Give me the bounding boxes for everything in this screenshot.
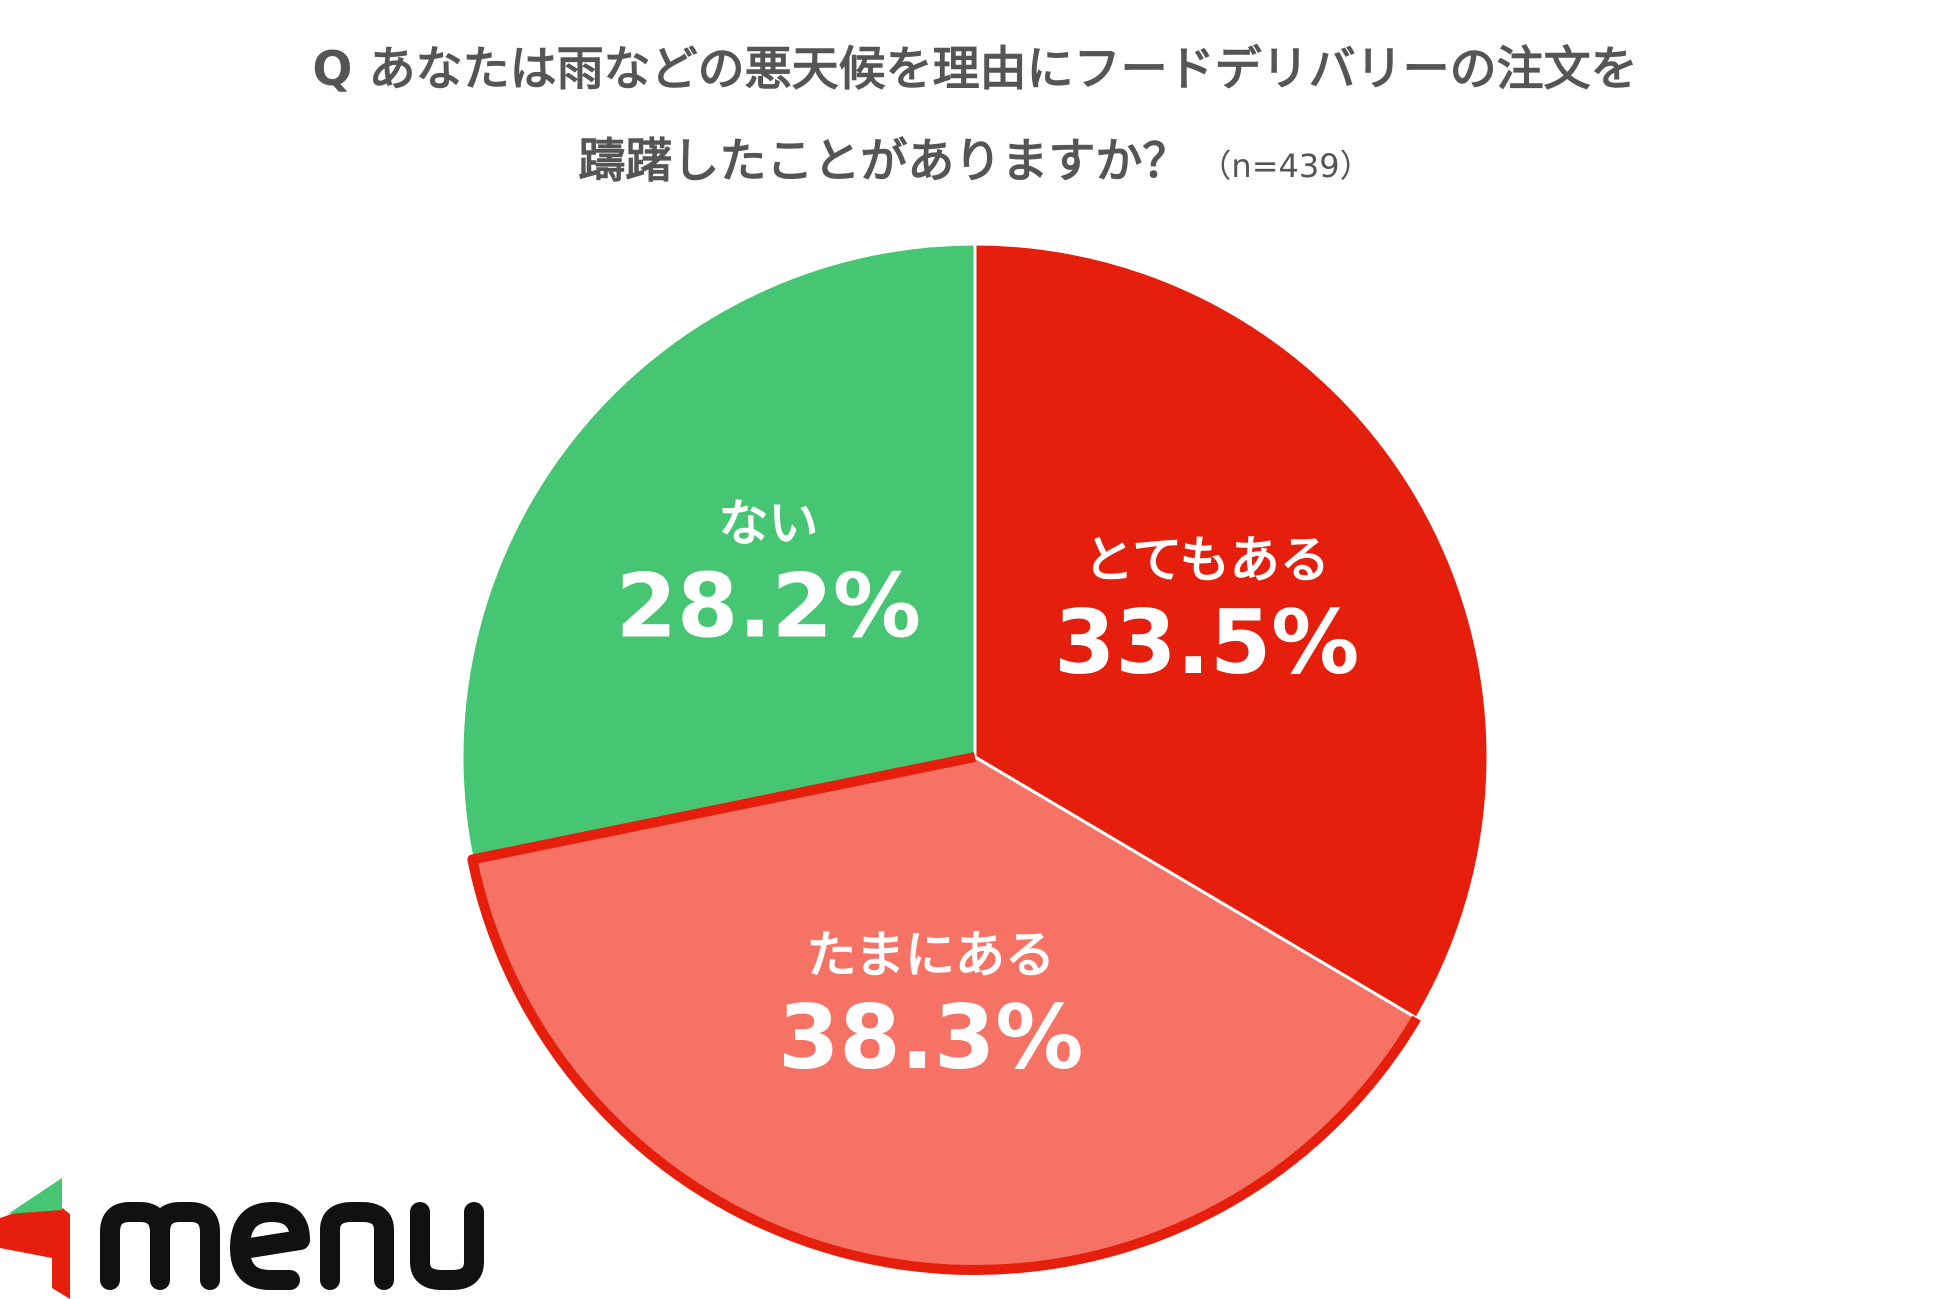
chart-title-line2: 躊躇したことがありますか？ （n=439） — [0, 132, 1950, 196]
chart-title-line1: Q あなたは雨などの悪天候を理由にフードデリバリーの注文を — [312, 42, 1638, 97]
slice-category-label: ない — [718, 494, 818, 552]
slice-value-label: 38.3% — [778, 986, 1083, 1089]
sample-size-label: （n=439） — [1199, 147, 1372, 185]
menu-logo — [0, 1178, 484, 1299]
slice-category-label: たまにある — [807, 926, 1056, 984]
pie-slices — [460, 242, 1490, 1275]
slice-category-label: とてもある — [1084, 531, 1330, 589]
logo-wordmark — [100, 1202, 484, 1290]
logo-flap — [8, 1178, 62, 1214]
slice-nai — [460, 242, 977, 862]
slice-totemo-aru — [973, 242, 1490, 1021]
slice-value-label: 28.2% — [616, 554, 921, 657]
slice-value-label: 33.5% — [1054, 591, 1359, 694]
logo-box-left-face — [0, 1200, 52, 1258]
chart-title-question: 躊躇したことがありますか？ — [578, 134, 1190, 189]
logo-box-front-face — [52, 1200, 70, 1299]
slice-highlight-outline — [467, 752, 1421, 1275]
